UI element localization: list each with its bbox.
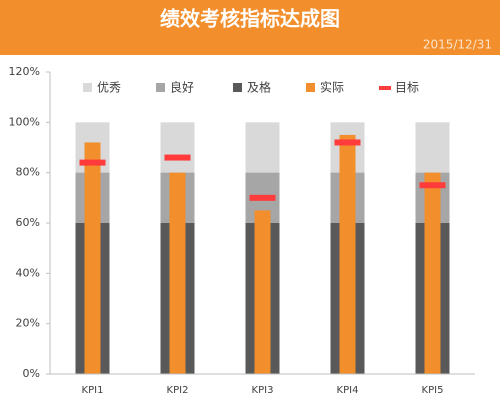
legend-swatch	[156, 83, 165, 92]
bar	[169, 172, 186, 374]
legend-swatch	[233, 83, 242, 92]
y-tick-label: 0%	[23, 367, 40, 380]
bar	[424, 172, 441, 374]
chart-title: 绩效考核指标达成图	[160, 7, 340, 31]
bar	[84, 142, 101, 374]
x-tick-label: KPI4	[337, 385, 359, 396]
x-tick-label: KPI1	[82, 385, 104, 396]
legend-swatch	[83, 83, 92, 92]
target-marker	[164, 154, 191, 161]
legend-label: 良好	[170, 80, 194, 95]
y-tick-label: 20%	[16, 317, 40, 330]
y-tick-label: 80%	[16, 166, 40, 179]
bar	[254, 210, 271, 374]
legend-label: 及格	[247, 80, 271, 95]
y-tick-label: 120%	[9, 65, 40, 78]
x-tick-label: KPI2	[167, 385, 189, 396]
target-marker	[334, 139, 361, 146]
x-tick-label: KPI5	[422, 385, 444, 396]
target-marker	[79, 159, 106, 166]
bar	[339, 134, 356, 374]
legend-swatch	[379, 86, 391, 90]
y-tick-label: 40%	[16, 266, 40, 279]
header-band	[0, 0, 500, 55]
target-marker	[419, 182, 446, 189]
legend-label: 目标	[395, 81, 419, 95]
chart-subtitle: 2015/12/31	[423, 38, 492, 52]
legend-swatch	[306, 83, 315, 92]
y-tick-label: 60%	[16, 216, 40, 229]
x-tick-label: KPI3	[252, 385, 274, 396]
target-marker	[249, 194, 276, 201]
y-tick-label: 100%	[9, 115, 40, 128]
legend-label: 实际	[320, 80, 344, 95]
legend-label: 优秀	[97, 81, 121, 95]
